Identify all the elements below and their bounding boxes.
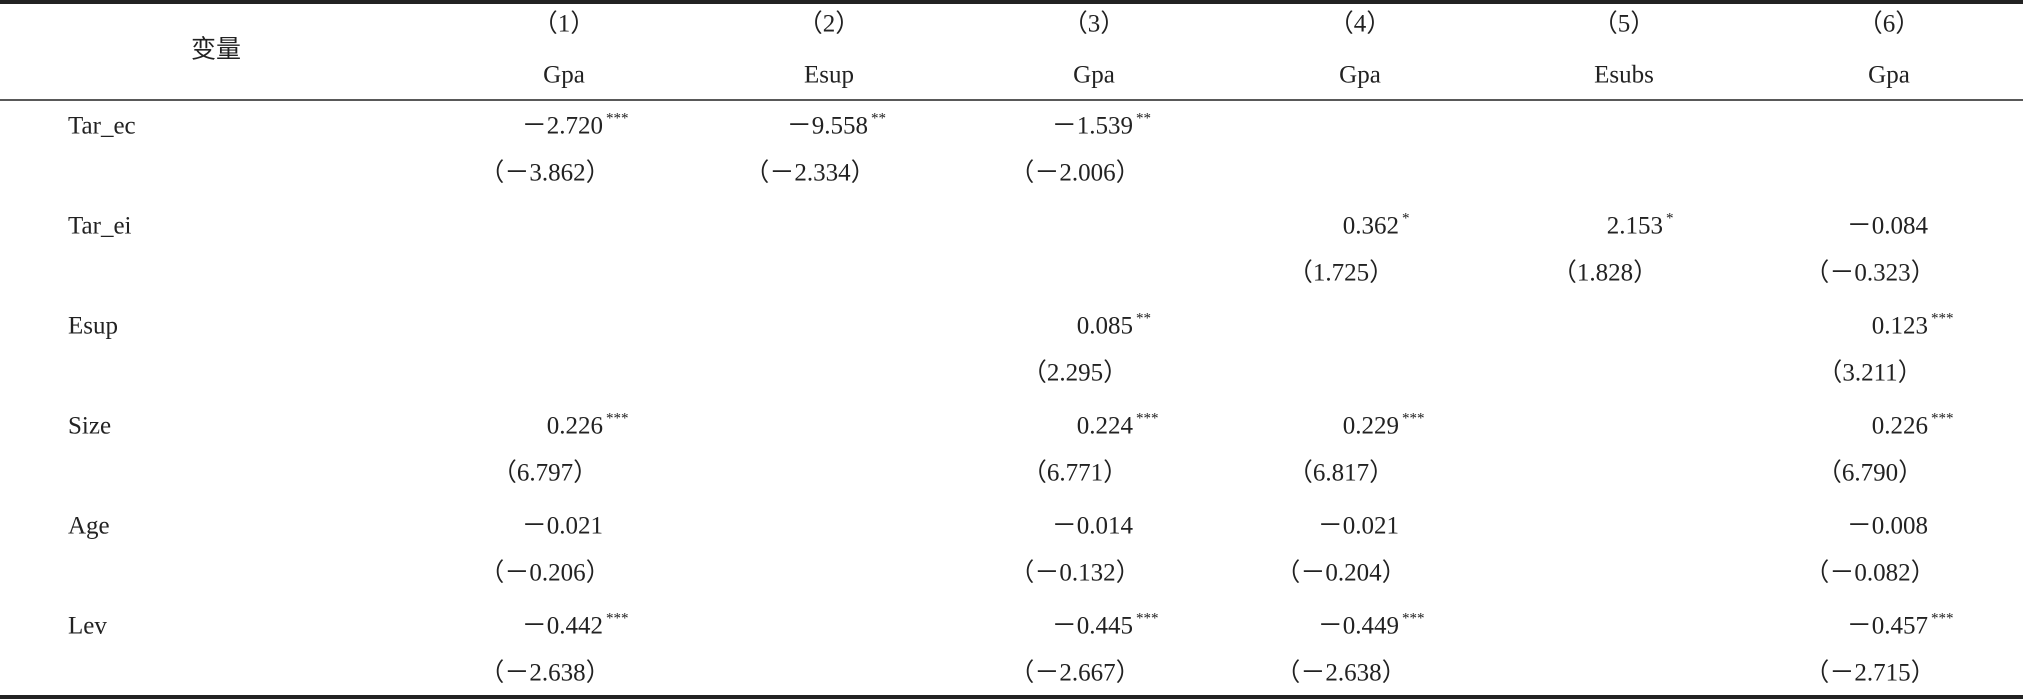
t-statistic: （－0.323） (1804, 259, 1935, 287)
t-statistic: （1.828） (1552, 259, 1658, 287)
column-number: （2） (798, 10, 861, 38)
t-statistic: （－0.132） (1009, 559, 1140, 587)
significance-stars: * (1666, 210, 1674, 226)
coefficient: 0.224 (1077, 413, 1134, 440)
significance-stars: *** (606, 110, 629, 126)
significance-stars: * (1402, 210, 1410, 226)
column-number: （5） (1593, 10, 1656, 38)
significance-stars: *** (606, 410, 629, 426)
t-statistic: （6.771） (1022, 459, 1128, 487)
dependent-variable: Esup (804, 62, 854, 89)
t-statistic: （－2.006） (1009, 159, 1140, 187)
coefficient: 0.123 (1872, 313, 1928, 340)
significance-stars: ** (871, 110, 886, 126)
coefficient: －0.008 (1847, 513, 1928, 540)
dependent-variable: Gpa (543, 62, 585, 89)
coefficient: －0.021 (522, 513, 603, 540)
variable-header: 变量 (191, 36, 241, 64)
dependent-variable: Gpa (1868, 62, 1910, 89)
t-statistic: （－2.667） (1009, 659, 1140, 687)
significance-stars: *** (1402, 410, 1425, 426)
t-statistic: （－0.206） (479, 559, 610, 587)
t-statistic: （－2.638） (1275, 659, 1406, 687)
coefficient: －0.457 (1847, 613, 1928, 640)
variable-name: Esup (68, 313, 118, 340)
coefficient: 0.226 (1872, 413, 1928, 440)
t-statistic: （－3.862） (479, 159, 610, 187)
variable-name: Size (68, 413, 111, 440)
t-statistic: （－2.334） (744, 159, 875, 187)
coefficient: 0.229 (1343, 413, 1399, 440)
coefficient: －0.445 (1052, 613, 1133, 640)
dependent-variable: Gpa (1339, 62, 1381, 89)
coefficient: －0.449 (1318, 613, 1399, 640)
significance-stars: ** (1136, 310, 1151, 326)
coefficient: －0.021 (1318, 513, 1399, 540)
dependent-variable: Gpa (1073, 62, 1115, 89)
significance-stars: *** (1136, 410, 1159, 426)
significance-stars: *** (1931, 610, 1954, 626)
dependent-variable: Esubs (1594, 62, 1654, 89)
coefficient: －0.084 (1847, 213, 1929, 240)
t-statistic: （6.790） (1817, 459, 1923, 487)
significance-stars: ** (1136, 110, 1151, 126)
significance-stars: *** (1136, 610, 1159, 626)
coefficient: 0.085 (1077, 313, 1133, 340)
significance-stars: *** (1931, 310, 1954, 326)
column-number: （6） (1858, 10, 1921, 38)
variable-name: Lev (68, 613, 107, 640)
coefficient: －9.558 (787, 113, 868, 140)
significance-stars: *** (1931, 410, 1954, 426)
coefficient: 2.153 (1607, 213, 1663, 240)
t-statistic: （1.725） (1288, 259, 1394, 287)
t-statistic: （3.211） (1817, 359, 1922, 387)
variable-name: Age (68, 513, 110, 540)
t-statistic: （－2.715） (1804, 659, 1935, 687)
coefficient: 0.226 (547, 413, 603, 440)
column-number: （1） (533, 10, 596, 38)
column-number: （3） (1063, 10, 1126, 38)
t-statistic: （6.817） (1288, 459, 1394, 487)
significance-stars: *** (1402, 610, 1425, 626)
t-statistic: （6.797） (492, 459, 598, 487)
t-statistic: （2.295） (1022, 359, 1128, 387)
t-statistic: （－2.638） (479, 659, 610, 687)
coefficient: －1.539 (1052, 113, 1133, 140)
coefficient: －0.442 (522, 613, 603, 640)
coefficient: －2.720 (522, 113, 603, 140)
column-number: （4） (1329, 10, 1392, 38)
variable-name: Tar_ec (68, 113, 136, 140)
significance-stars: *** (606, 610, 629, 626)
t-statistic: （－0.204） (1275, 559, 1406, 587)
coefficient: －0.014 (1052, 513, 1134, 540)
t-statistic: （－0.082） (1804, 559, 1935, 587)
variable-name: Tar_ei (68, 213, 132, 240)
coefficient: 0.362 (1343, 213, 1399, 240)
